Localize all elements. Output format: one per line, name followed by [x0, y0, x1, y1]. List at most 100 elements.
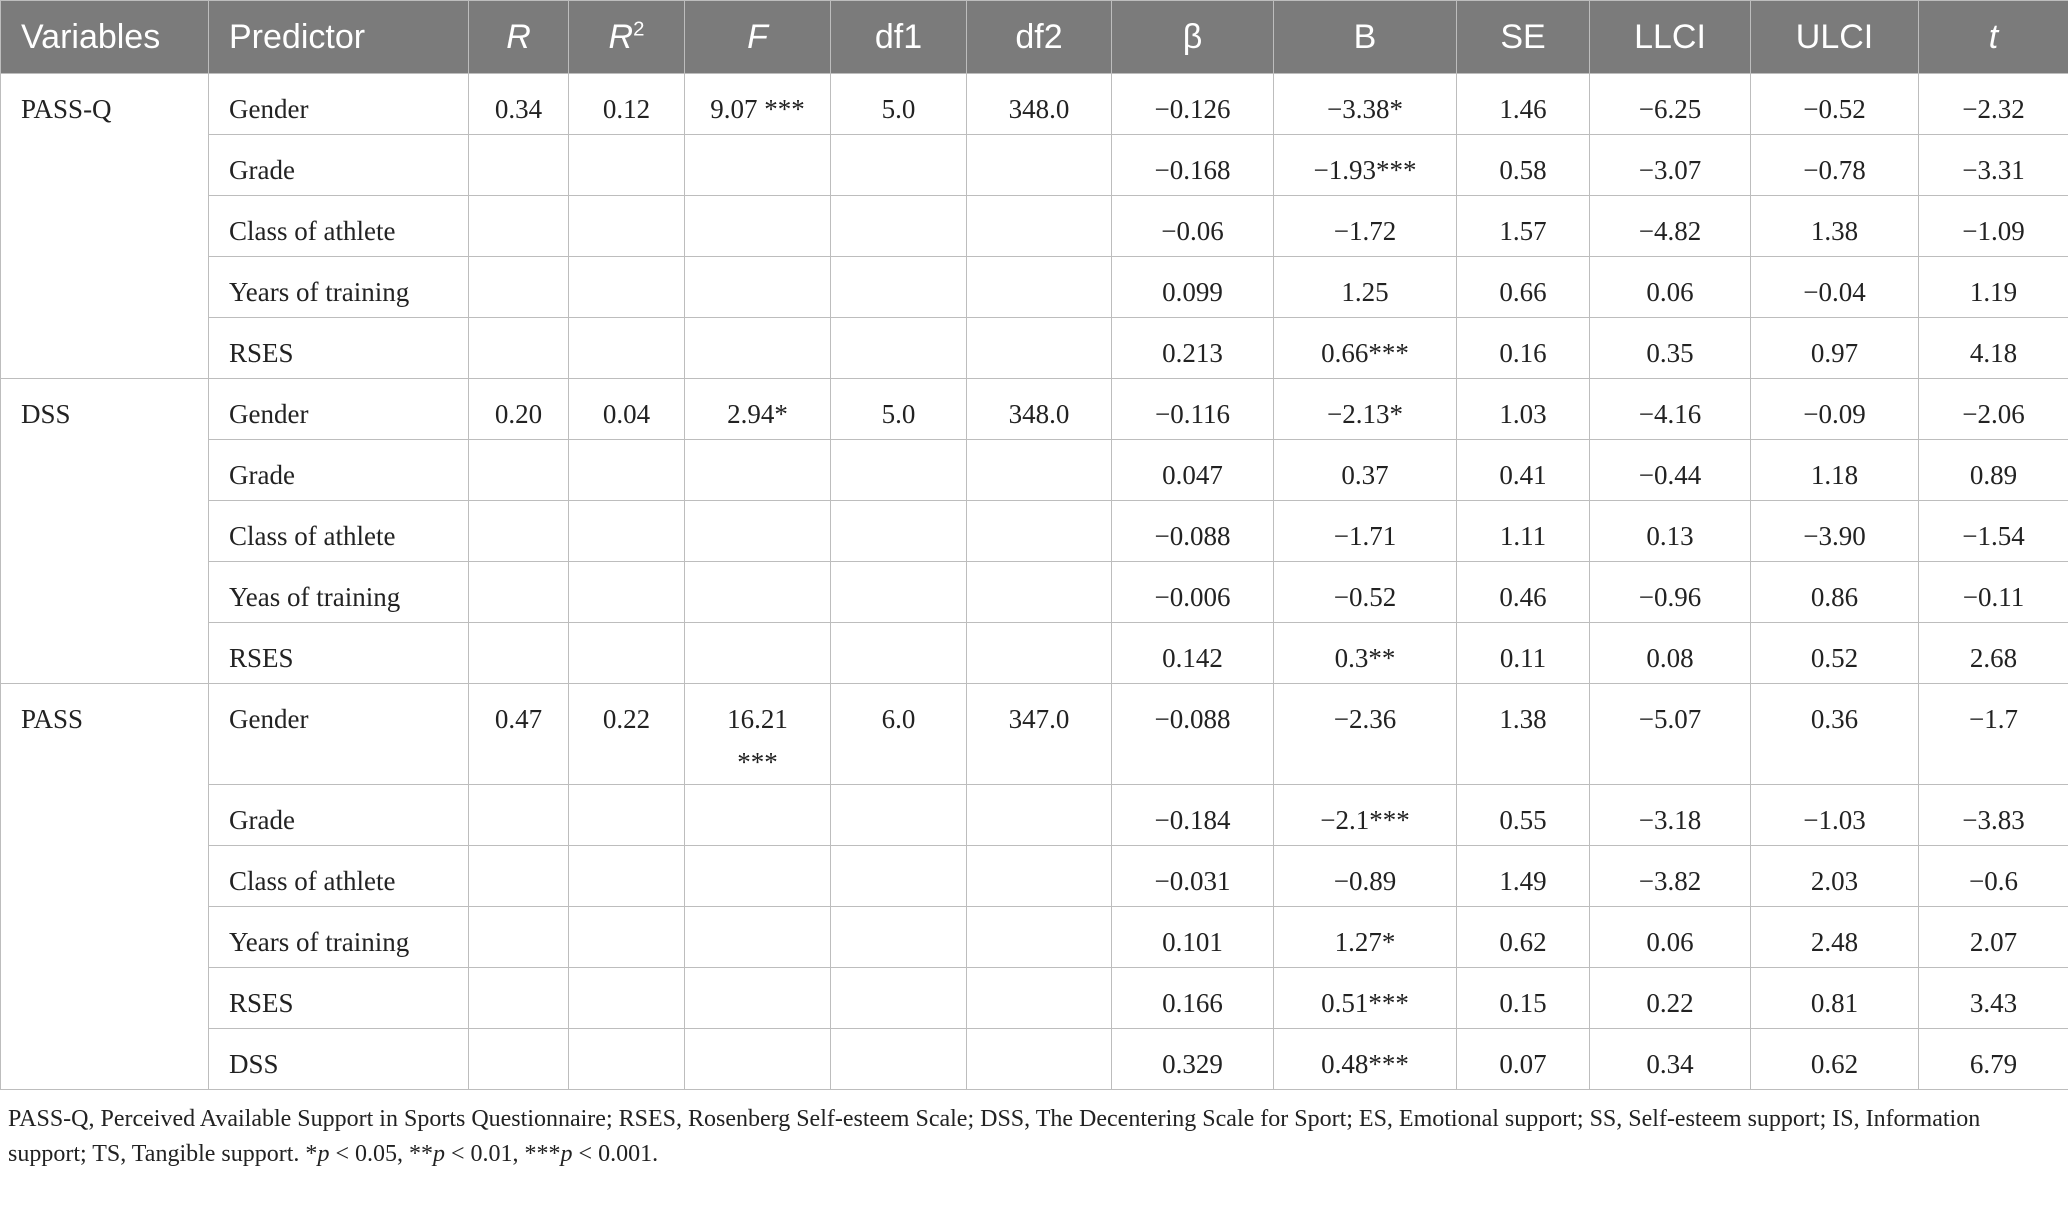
empty-cell: [830, 195, 967, 257]
empty-cell: [568, 500, 685, 562]
variable-cell: PASS-Q: [0, 73, 209, 379]
predictor-cell: RSES: [208, 317, 469, 379]
empty-cell: [684, 134, 831, 196]
table-row: Class of athlete −0.031 −0.89 1.49 −3.82 2.03…: [1, 845, 2068, 908]
value-cell: 0.62: [1750, 1028, 1919, 1091]
value-cell: 1.11: [1456, 500, 1590, 562]
value-cell: 3.43: [1918, 967, 2068, 1030]
value-cell: −3.38*: [1273, 73, 1457, 135]
empty-cell: [830, 500, 967, 562]
value-cell: −1.03: [1750, 784, 1919, 847]
empty-cell: [568, 195, 685, 257]
value-cell: −0.116: [1111, 378, 1274, 440]
footnote-text: < 0.05, **: [329, 1141, 433, 1168]
value-cell: −3.18: [1589, 784, 1751, 847]
table-body: PASS-Q Gender 0.34 0.12 9.07 *** 5.0 348.0 −0.1…: [0, 73, 2068, 1091]
predictor-cell: DSS: [208, 1028, 469, 1091]
value-cell: 0.89: [1918, 439, 2068, 501]
empty-cell: [684, 622, 831, 684]
value-cell: −6.25: [1589, 73, 1751, 135]
empty-cell: [966, 256, 1112, 318]
footnote-text: < 0.001.: [572, 1141, 659, 1168]
column-header: t: [1918, 0, 2068, 74]
model-cell: 9.07 ***: [684, 73, 831, 135]
empty-cell: [568, 967, 685, 1030]
column-header: F: [684, 0, 831, 74]
value-cell: −3.90: [1750, 500, 1919, 562]
value-cell: −0.44: [1589, 439, 1751, 501]
value-cell: −2.1***: [1273, 784, 1457, 847]
footnote-text: p: [432, 1141, 445, 1168]
value-cell: −1.93***: [1273, 134, 1457, 196]
value-cell: −0.031: [1111, 845, 1274, 908]
column-header: df1: [830, 0, 967, 74]
header-text: t: [1988, 17, 1999, 56]
value-cell: −0.168: [1111, 134, 1274, 196]
column-header: B: [1273, 0, 1457, 74]
empty-cell: [966, 439, 1112, 501]
value-cell: −0.184: [1111, 784, 1274, 847]
predictor-cell: Gender: [208, 378, 469, 440]
value-cell: 0.07: [1456, 1028, 1590, 1091]
value-cell: −0.09: [1750, 378, 1919, 440]
value-cell: −0.96: [1589, 561, 1751, 623]
variable-cell: PASS: [0, 682, 209, 1091]
empty-cell: [684, 561, 831, 623]
table-row: Years of training 0.101 1.27* 0.62 0.06 2.48 2…: [1, 906, 2068, 969]
value-cell: −1.71: [1273, 500, 1457, 562]
header-text: β: [1182, 17, 1203, 56]
predictor-cell: Years of training: [208, 906, 469, 969]
column-header: df2: [966, 0, 1112, 74]
value-cell: −2.36: [1273, 682, 1457, 786]
value-cell: 0.66***: [1273, 317, 1457, 379]
value-cell: −1.72: [1273, 195, 1457, 257]
value-cell: 1.25: [1273, 256, 1457, 318]
empty-cell: [684, 195, 831, 257]
value-cell: 0.51***: [1273, 967, 1457, 1030]
model-cell: 0.20: [468, 378, 569, 440]
empty-cell: [568, 784, 685, 847]
model-cell: 5.0: [830, 378, 967, 440]
value-cell: 0.62: [1456, 906, 1590, 969]
value-cell: 0.329: [1111, 1028, 1274, 1091]
model-cell: 0.47: [468, 682, 569, 786]
empty-cell: [830, 622, 967, 684]
column-header: LLCI: [1589, 0, 1751, 74]
value-cell: 0.06: [1589, 906, 1751, 969]
value-cell: 2.68: [1918, 622, 2068, 684]
value-cell: −2.13*: [1273, 378, 1457, 440]
empty-cell: [830, 784, 967, 847]
empty-cell: [684, 317, 831, 379]
value-cell: 1.19: [1918, 256, 2068, 318]
table-row: Yeas of training −0.006 −0.52 0.46 −0.96 0.86…: [1, 561, 2068, 623]
table-row: Class of athlete −0.088 −1.71 1.11 0.13 −3.90…: [1, 500, 2068, 562]
empty-cell: [568, 845, 685, 908]
header-text: SE: [1500, 17, 1546, 56]
value-cell: 1.38: [1750, 195, 1919, 257]
model-cell: 347.0: [966, 682, 1112, 786]
table-row: DSS Gender 0.20 0.04 2.94* 5.0 348.0 −0.116 −2.1…: [0, 378, 2068, 684]
model-cell: 0.04: [568, 378, 685, 440]
value-cell: −1.09: [1918, 195, 2068, 257]
value-cell: 2.48: [1750, 906, 1919, 969]
header-text: LLCI: [1634, 17, 1706, 56]
predictor-cell: RSES: [208, 967, 469, 1030]
table-row: RSES 0.166 0.51*** 0.15 0.22 0.81 3.43: [1, 967, 2068, 1030]
table-row: PASS Gender 0.47 0.22 16.21 *** 6.0 347.0 −0.08…: [0, 682, 2068, 1091]
empty-cell: [966, 195, 1112, 257]
value-cell: 0.48***: [1273, 1028, 1457, 1091]
value-cell: 0.08: [1589, 622, 1751, 684]
header-superscript: 2: [633, 18, 645, 41]
value-cell: 0.047: [1111, 439, 1274, 501]
header-text: R: [506, 17, 531, 56]
empty-cell: [468, 622, 569, 684]
predictor-cell: RSES: [208, 622, 469, 684]
table-row: RSES 0.142 0.3** 0.11 0.08 0.52 2.68: [1, 622, 2068, 684]
value-cell: 0.81: [1750, 967, 1919, 1030]
column-header: Predictor: [208, 0, 469, 74]
empty-cell: [830, 906, 967, 969]
empty-cell: [966, 906, 1112, 969]
empty-cell: [966, 317, 1112, 379]
value-cell: −0.088: [1111, 682, 1274, 786]
value-cell: −0.11: [1918, 561, 2068, 623]
